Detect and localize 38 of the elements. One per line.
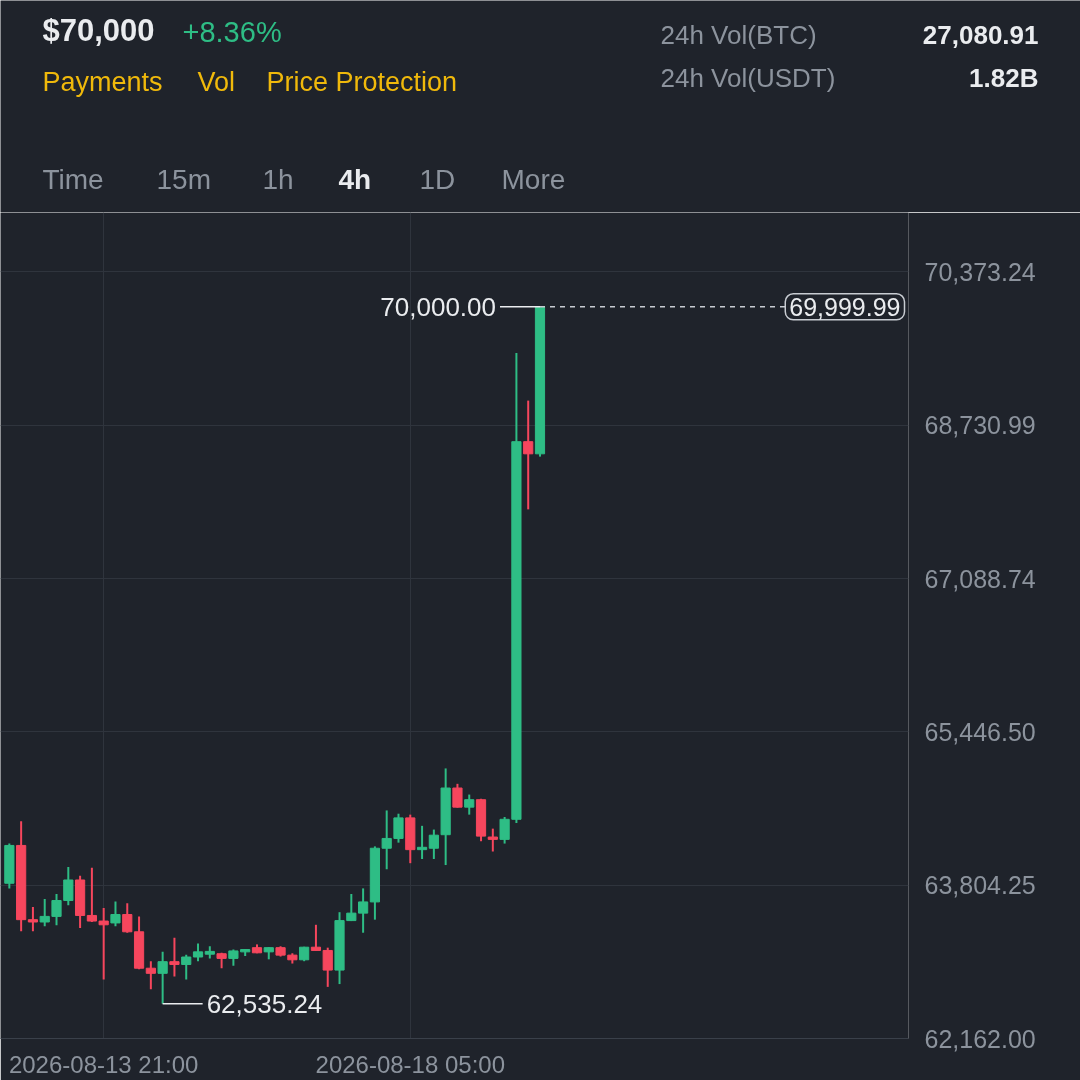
text: 1h (262, 164, 294, 195)
y-tick-label: 63,804.25 (924, 871, 1036, 900)
candlestick (145, 960, 156, 991)
candlestick (487, 827, 498, 853)
text: 24h Vol(BTC) (660, 19, 817, 50)
candlestick (110, 900, 121, 928)
text: Payments (42, 66, 163, 97)
candlestick (452, 782, 463, 809)
text: More (501, 164, 566, 195)
candlestick (464, 793, 475, 816)
candlestick (27, 906, 39, 933)
text: Price Protection (266, 66, 458, 97)
x-tick-label: 2026-08-13 21:00 (8, 1050, 199, 1078)
candlestick (523, 399, 534, 511)
ref-line-label: 69,999.99 (789, 292, 901, 321)
annotation: 70,000.00 (380, 291, 496, 322)
annotation: 62,535.24 (206, 988, 323, 1019)
text: 27,080.91 (922, 19, 1039, 50)
text: 24h Vol(USDT) (660, 62, 836, 93)
y-tick-label: 67,088.74 (924, 564, 1036, 593)
candlestick (181, 953, 192, 981)
candlestick (416, 824, 428, 860)
text: 1D (419, 164, 456, 195)
chart-subtitle: +8.36% (182, 15, 282, 48)
chart-title: $70,000 (42, 13, 155, 48)
text: 1.82B (969, 62, 1039, 93)
text: Time (42, 164, 104, 195)
y-tick-label: 70,373.24 (924, 257, 1036, 286)
text: 15m (156, 164, 211, 195)
candlestick (169, 936, 180, 978)
y-tick-label: 62,162.00 (924, 1024, 1036, 1053)
x-tick-label: 2026-08-18 05:00 (315, 1050, 506, 1078)
candlestick (157, 950, 168, 1005)
text: 4h (338, 164, 372, 195)
y-tick-label: 68,730.99 (924, 411, 1036, 440)
text: Vol (197, 66, 236, 97)
y-tick-label: 65,446.50 (924, 717, 1036, 746)
candlestick (428, 828, 439, 860)
